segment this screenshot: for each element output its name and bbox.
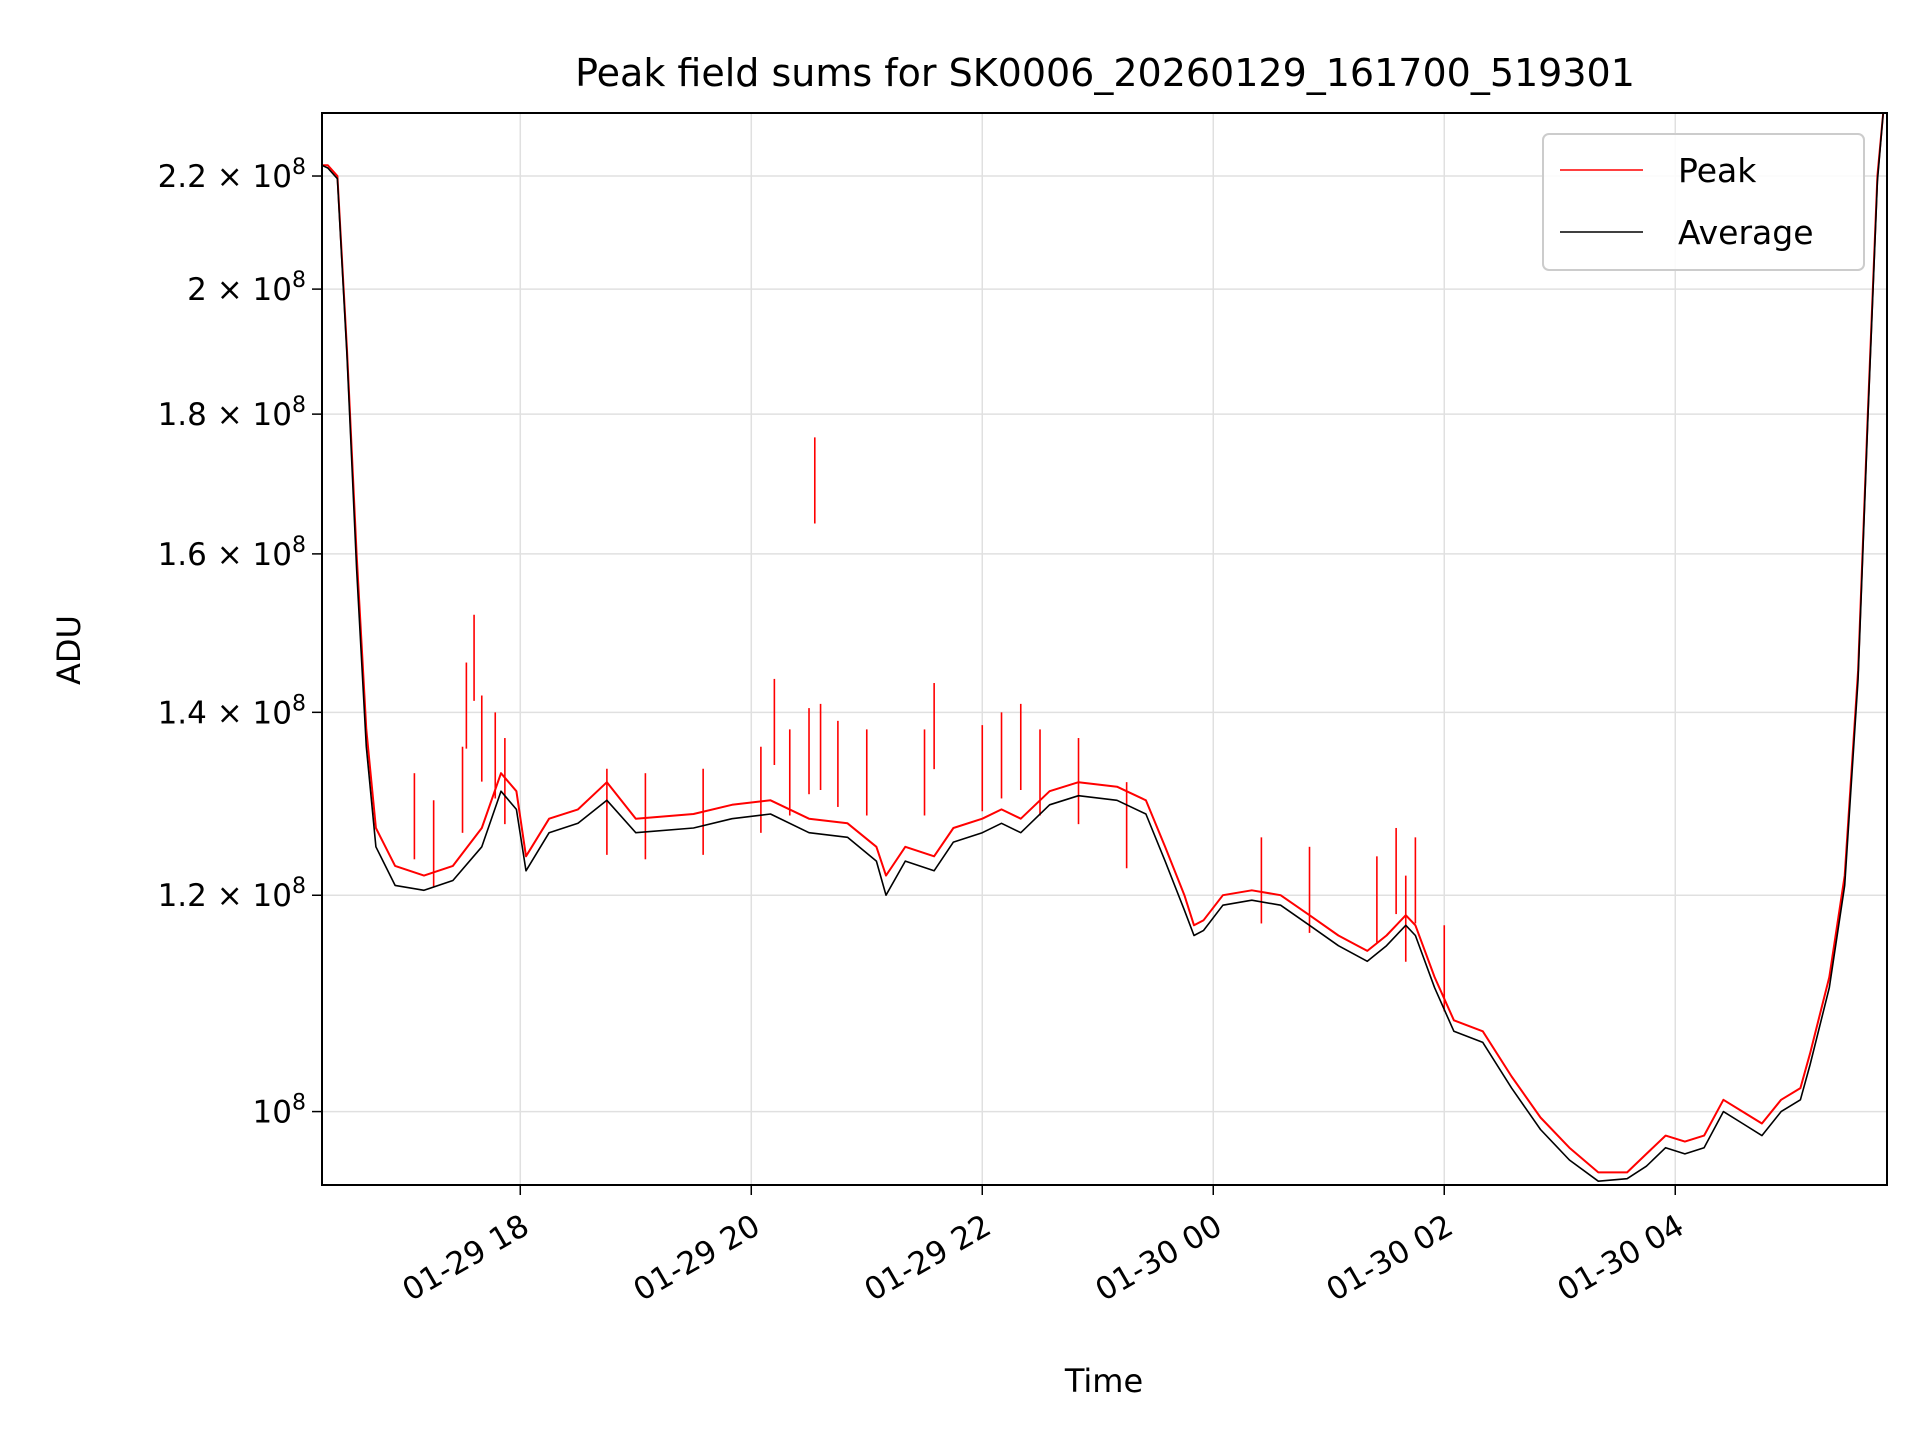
y-tick-label: 1.4 × 108	[158, 691, 306, 731]
y-axis: 108 1.2 × 108 1.4 × 108 1.6 × 108 1.8 × 108 2…	[158, 155, 322, 1131]
y-axis-label: ADU	[50, 615, 88, 685]
y-tick-label: 2.2 × 108	[158, 155, 306, 195]
x-tick-label: 01-30 02	[1321, 1208, 1460, 1309]
legend-label-average: Average	[1678, 213, 1814, 252]
x-axis-label: Time	[1064, 1362, 1143, 1400]
legend: Peak Average	[1542, 133, 1865, 271]
legend-box	[1542, 133, 1865, 271]
x-tick-label: 01-29 18	[397, 1208, 536, 1309]
x-tick-label: 01-29 22	[859, 1208, 998, 1309]
legend-label-peak: Peak	[1678, 151, 1757, 190]
x-tick-label: 01-30 04	[1552, 1208, 1691, 1309]
chart-title: Peak field sums for SK0006_20260129_1617…	[575, 51, 1635, 95]
y-tick-label: 1.2 × 108	[158, 874, 306, 914]
x-axis: 01-29 18 01-29 20 01-29 22 01-30 00 01-30 02…	[397, 1185, 1691, 1309]
y-tick-label: 1.8 × 108	[158, 393, 306, 433]
y-tick-label: 1.6 × 108	[158, 533, 306, 573]
series-line-average	[321, 112, 1887, 1182]
y-tick-label: 108	[253, 1091, 306, 1131]
x-tick-label: 01-30 00	[1090, 1208, 1229, 1309]
grid-lines	[322, 113, 1887, 1185]
series-layer	[321, 112, 1887, 1182]
plot-area-frame	[321, 112, 1888, 1186]
series-line-peak	[322, 112, 1887, 1174]
x-tick-label: 01-29 20	[628, 1208, 767, 1309]
y-tick-label: 2 × 108	[187, 268, 306, 308]
